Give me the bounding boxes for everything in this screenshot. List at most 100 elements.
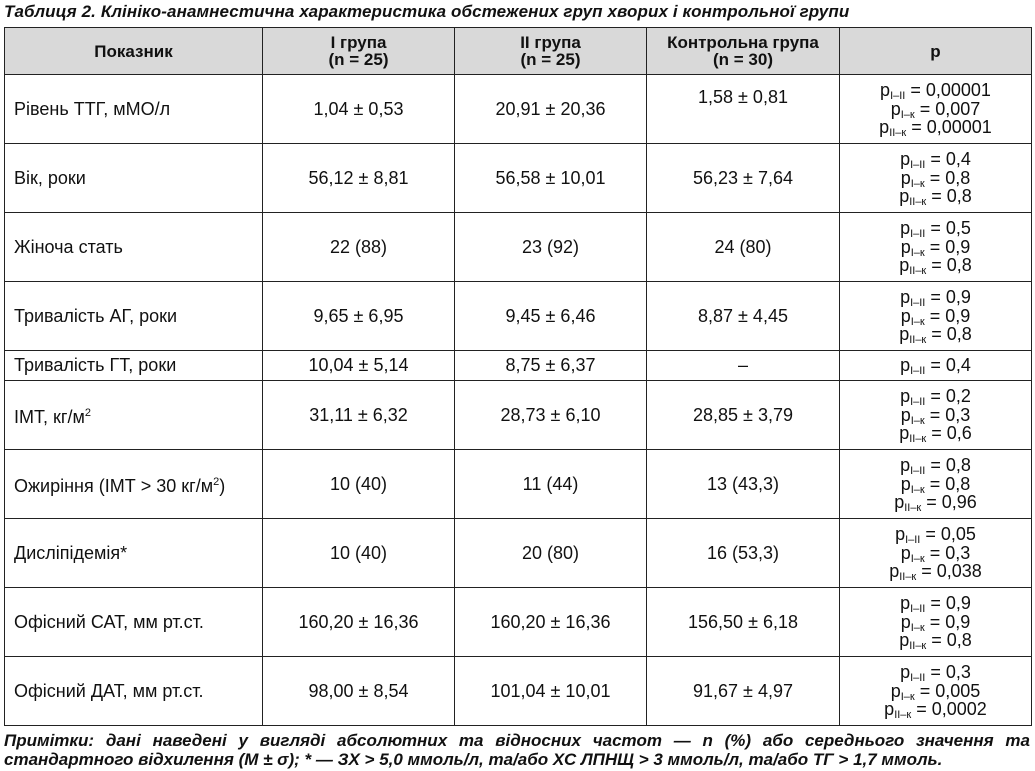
p-symbol: p <box>889 561 900 582</box>
p-value: = 0,3 <box>924 404 971 425</box>
group-1-value: 10 (40) <box>262 518 455 588</box>
p-comparison: І–к <box>910 621 925 634</box>
group-1-value: 98,00 ± 8,54 <box>262 656 455 726</box>
p-symbol: p <box>900 218 911 239</box>
p-values-cell: pІ–ІІ = 0,5 pІ–к = 0,9 pІІ–к = 0,8 <box>839 212 1032 282</box>
notes-line-2: стандартного відхилення (M ± σ); * — ЗХ … <box>4 750 943 769</box>
group-1-value: 9,65 ± 6,95 <box>262 281 455 351</box>
header-group-2-n: (n = 25) <box>520 50 581 69</box>
group-1-value: 31,11 ± 6,32 <box>262 380 455 450</box>
p-comparison: І–ІІ <box>910 672 926 685</box>
p-values-cell: pІ–ІІ = 0,9 pІ–к = 0,9 pІІ–к = 0,8 <box>839 281 1032 351</box>
indicator-label-tail: ) <box>219 475 226 496</box>
p-value-line: pІ–к = 0,9 <box>840 613 1031 634</box>
p-value: = 0,007 <box>914 98 981 119</box>
p-value: = 0,8 <box>926 255 972 276</box>
p-value: = 0,8 <box>924 473 971 494</box>
p-value-line: pІ–к = 0,8 <box>840 167 1031 190</box>
table-row: Жіноча стать 22 (88) 23 (92) 24 (80) pІ–ІІ =… <box>4 212 1032 282</box>
p-value: = 0,96 <box>921 492 977 513</box>
p-value-line: pІ–к = 0,3 <box>840 404 1031 427</box>
table-row: Тривалість ГТ, роки 10,04 ± 5,14 8,75 ± 6,… <box>4 350 1032 381</box>
p-symbol: p <box>890 680 901 701</box>
p-value-line: pІ–к = 0,007 <box>840 98 1031 121</box>
p-value-line: pІ–ІІ = 0,4 <box>840 149 1031 171</box>
p-value: = 0,8 <box>926 630 972 651</box>
p-symbol: p <box>900 404 911 425</box>
p-value-line: pІ–ІІ = 0,2 <box>840 387 1031 408</box>
control-value: 16 (53,3) <box>646 518 840 588</box>
p-value-line: pІ–ІІ = 0,4 <box>840 356 1031 378</box>
p-value-line: pІ–к = 0,3 <box>840 542 1031 565</box>
p-value: = 0,6 <box>926 423 972 444</box>
p-symbol: p <box>899 630 910 651</box>
group-1-value: 160,20 ± 16,36 <box>262 587 455 657</box>
header-control-group: Контрольна група (n = 30) <box>646 27 840 75</box>
indicator-cell: Офісний САТ, мм рт.ст. <box>4 587 263 657</box>
p-comparison: ІІ–к <box>889 127 907 140</box>
group-1-value: 10,04 ± 5,14 <box>262 350 455 381</box>
indicator-cell: Тривалість ГТ, роки <box>4 350 263 381</box>
table-caption: Таблиця 2. Клініко-анамнестична характер… <box>4 2 850 21</box>
group-2-value: 56,58 ± 10,01 <box>454 143 647 213</box>
p-symbol: p <box>879 117 890 138</box>
p-symbol: p <box>900 167 911 188</box>
group-2-value: 160,20 ± 16,36 <box>454 587 647 657</box>
p-symbol: p <box>900 542 911 563</box>
table-row: Тривалість АГ, роки 9,65 ± 6,95 9,45 ± 6,4… <box>4 281 1032 351</box>
p-symbol: p <box>890 98 901 119</box>
p-value-line: pІІ–к = 0,6 <box>840 423 1031 446</box>
p-comparison: І–ІІ <box>905 534 921 547</box>
p-value-line: pІІ–к = 0,00001 <box>840 117 1031 140</box>
p-comparison: ІІ–к <box>899 571 917 584</box>
indicator-label: ІМТ, кг/м <box>14 406 85 427</box>
group-2-value: 20 (80) <box>454 518 647 588</box>
p-values-cell: pІ–ІІ = 0,4 <box>839 350 1032 381</box>
p-value: = 0,3 <box>924 542 971 563</box>
p-comparison: І–ІІ <box>910 297 926 310</box>
group-2-value: 101,04 ± 10,01 <box>454 656 647 726</box>
table-row: Ожиріння (ІМТ > 30 кг/м2) 10 (40) 11 (44) 1… <box>4 449 1032 519</box>
p-symbol: p <box>900 455 911 476</box>
indicator-cell: Ожиріння (ІМТ > 30 кг/м2) <box>4 449 263 519</box>
p-value: = 0,5 <box>925 218 971 239</box>
p-value: = 0,00001 <box>906 117 992 138</box>
indicator-label: Тривалість ГТ, роки <box>14 355 177 375</box>
p-value: = 0,9 <box>924 305 971 326</box>
p-comparison: І–ІІ <box>910 365 926 378</box>
p-value: = 0,9 <box>924 236 971 257</box>
p-comparison: І–к <box>910 414 925 427</box>
indicator-cell: Дисліпідемія* <box>4 518 263 588</box>
p-value-line: pІ–ІІ = 0,9 <box>840 288 1031 310</box>
p-symbol: p <box>899 186 910 207</box>
group-2-value: 9,45 ± 6,46 <box>454 281 647 351</box>
p-value-line: pІ–ІІ = 0,5 <box>840 218 1031 241</box>
p-comparison: ІІ–к <box>909 196 927 209</box>
p-symbol: p <box>899 423 910 444</box>
p-value: = 0,4 <box>925 149 971 170</box>
control-value: 28,85 ± 3,79 <box>646 380 840 450</box>
header-group-1-title: І група <box>330 33 387 52</box>
p-value-line: pІІ–к = 0,8 <box>840 630 1031 653</box>
group-1-value: 22 (88) <box>262 212 455 282</box>
p-values-cell: pІ–ІІ = 0,4 pІ–к = 0,8 pІІ–к = 0,8 <box>839 143 1032 213</box>
p-comparison: І–ІІ <box>910 228 926 241</box>
p-comparison: ІІ–к <box>909 433 927 446</box>
p-value: = 0,8 <box>926 324 972 345</box>
p-symbol: p <box>900 305 911 326</box>
p-comparison: ІІ–к <box>909 334 927 347</box>
indicator-cell: Офісний ДАТ, мм рт.ст. <box>4 656 263 726</box>
p-value-line: pІІ–к = 0,8 <box>840 324 1031 347</box>
group-1-value: 1,04 ± 0,53 <box>262 74 455 144</box>
control-value: 156,50 ± 6,18 <box>646 587 840 657</box>
p-comparison: ІІ–к <box>909 640 927 653</box>
p-value-line: pІІ–к = 0,0002 <box>840 700 1031 721</box>
control-value: 1,58 ± 0,81 <box>646 74 840 144</box>
p-value-line: pІ–к = 0,9 <box>840 305 1031 328</box>
header-control-n: (n = 30) <box>713 50 773 69</box>
p-value-line: pІІ–к = 0,8 <box>840 186 1031 209</box>
indicator-label: Вік, роки <box>14 167 86 188</box>
control-value: 24 (80) <box>646 212 840 282</box>
p-symbol: p <box>900 236 911 257</box>
control-value: 13 (43,3) <box>646 449 840 519</box>
